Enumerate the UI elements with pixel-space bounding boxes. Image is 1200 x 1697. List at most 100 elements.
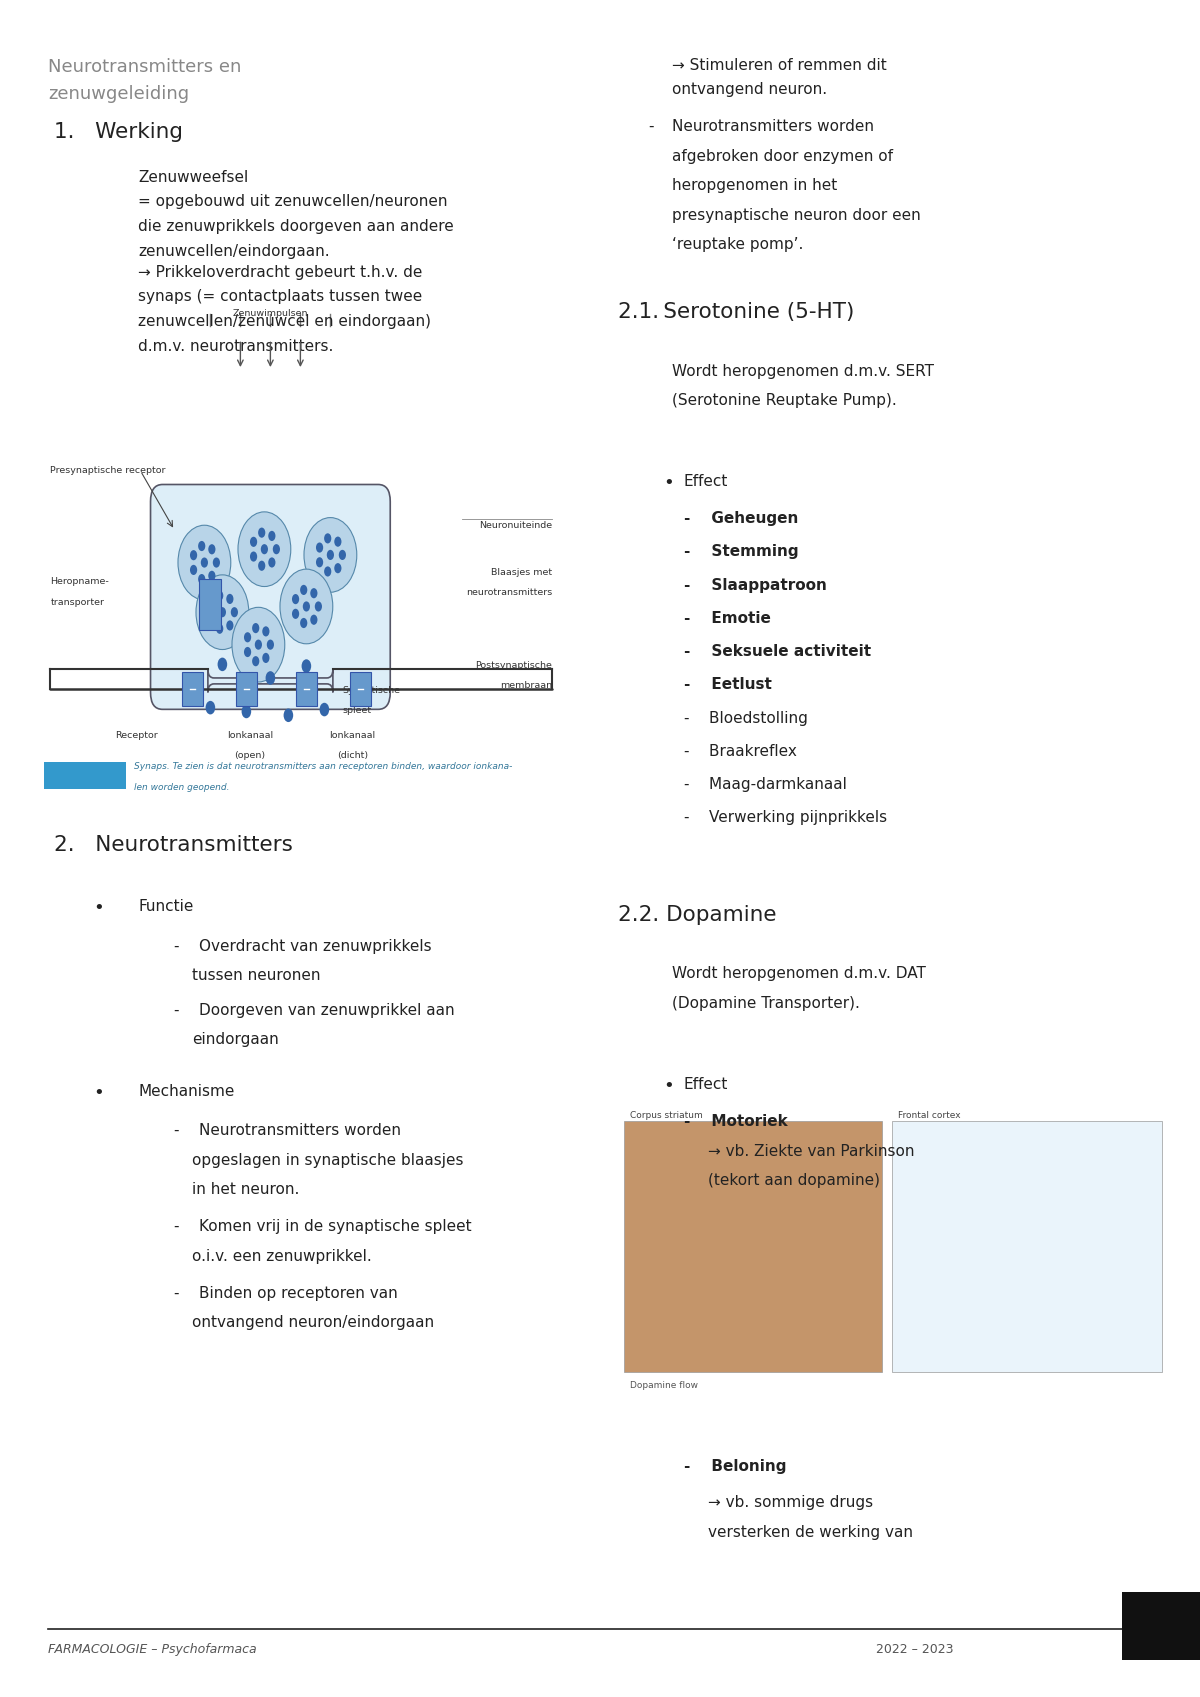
- Circle shape: [326, 550, 334, 560]
- Circle shape: [300, 585, 307, 596]
- Text: -    Geheugen: - Geheugen: [684, 511, 798, 526]
- Text: -    Beloning: - Beloning: [684, 1459, 786, 1473]
- Text: -: -: [648, 119, 654, 134]
- Circle shape: [208, 614, 215, 624]
- Circle shape: [205, 701, 215, 714]
- Circle shape: [200, 557, 208, 567]
- Text: 2.2. Dopamine: 2.2. Dopamine: [618, 905, 776, 925]
- FancyBboxPatch shape: [208, 670, 332, 692]
- Circle shape: [217, 658, 227, 672]
- Text: Ionkanaal: Ionkanaal: [227, 731, 272, 740]
- Circle shape: [250, 536, 257, 546]
- Circle shape: [209, 570, 216, 580]
- Text: tussen neuronen: tussen neuronen: [192, 969, 320, 983]
- FancyBboxPatch shape: [892, 1122, 1162, 1373]
- Text: d.m.v. neurotransmitters.: d.m.v. neurotransmitters.: [138, 339, 334, 353]
- Circle shape: [266, 640, 274, 650]
- Circle shape: [216, 591, 223, 601]
- Text: → Stimuleren of remmen dit: → Stimuleren of remmen dit: [672, 58, 887, 73]
- FancyBboxPatch shape: [349, 672, 371, 706]
- Text: -    Binden op receptoren van: - Binden op receptoren van: [174, 1286, 397, 1300]
- Text: Effect: Effect: [684, 1078, 728, 1093]
- Circle shape: [304, 518, 356, 592]
- Text: o.i.v. een zenuwprikkel.: o.i.v. een zenuwprikkel.: [192, 1249, 372, 1264]
- Text: Synaps. Te zien is dat neurotransmitters aan receptoren binden, waardoor ionkana: Synaps. Te zien is dat neurotransmitters…: [134, 762, 512, 770]
- Text: len worden geopend.: len worden geopend.: [134, 782, 230, 792]
- Text: ontvangend neuron/eindorgaan: ontvangend neuron/eindorgaan: [192, 1315, 434, 1330]
- Circle shape: [196, 575, 248, 650]
- Text: Neurotransmitters en: Neurotransmitters en: [48, 58, 241, 76]
- Circle shape: [283, 709, 293, 723]
- Text: Frontal cortex: Frontal cortex: [898, 1112, 960, 1120]
- Circle shape: [212, 557, 220, 567]
- Text: Zenuwweefsel: Zenuwweefsel: [138, 170, 248, 185]
- Text: afgebroken door enzymen of: afgebroken door enzymen of: [672, 149, 893, 163]
- Text: Wordt heropgenomen d.m.v. SERT: Wordt heropgenomen d.m.v. SERT: [672, 363, 934, 378]
- FancyBboxPatch shape: [44, 762, 126, 789]
- Text: -    Doorgeven van zenuwprikkel aan: - Doorgeven van zenuwprikkel aan: [174, 1003, 455, 1018]
- Text: 2.   Neurotransmitters: 2. Neurotransmitters: [54, 835, 293, 855]
- Circle shape: [227, 621, 234, 631]
- FancyBboxPatch shape: [235, 672, 257, 706]
- FancyBboxPatch shape: [199, 579, 221, 630]
- Circle shape: [244, 647, 251, 657]
- Text: 2022 – 2023: 2022 – 2023: [876, 1643, 954, 1656]
- Circle shape: [258, 560, 265, 570]
- Text: -    Braakreflex: - Braakreflex: [684, 743, 797, 759]
- Text: -    Seksuele activiteit: - Seksuele activiteit: [684, 645, 871, 658]
- Circle shape: [258, 528, 265, 538]
- Circle shape: [254, 640, 262, 650]
- Circle shape: [301, 660, 311, 674]
- Text: -    Slaappatroon: - Slaappatroon: [684, 577, 827, 592]
- Circle shape: [198, 574, 205, 584]
- Text: -    Motoriek: - Motoriek: [684, 1115, 787, 1129]
- Circle shape: [338, 550, 346, 560]
- FancyBboxPatch shape: [181, 672, 203, 706]
- Text: (Serotonine Reuptake Pump).: (Serotonine Reuptake Pump).: [672, 394, 896, 407]
- Text: Receptor: Receptor: [115, 731, 158, 740]
- Text: Presynaptische receptor: Presynaptische receptor: [50, 465, 166, 475]
- Text: -    Overdracht van zenuwprikkels: - Overdracht van zenuwprikkels: [174, 938, 432, 954]
- Text: Neurotransmitters worden: Neurotransmitters worden: [672, 119, 874, 134]
- Circle shape: [190, 550, 197, 560]
- Text: Corpus striatum: Corpus striatum: [630, 1112, 703, 1120]
- Text: heropgenomen in het: heropgenomen in het: [672, 178, 838, 193]
- Circle shape: [324, 533, 331, 543]
- Circle shape: [252, 657, 259, 667]
- Circle shape: [302, 601, 310, 611]
- Circle shape: [269, 531, 276, 541]
- Circle shape: [292, 594, 299, 604]
- Text: spleet: spleet: [342, 706, 372, 714]
- Text: presynaptische neuron door een: presynaptische neuron door een: [672, 207, 920, 222]
- Text: → vb. Ziekte van Parkinson: → vb. Ziekte van Parkinson: [708, 1144, 914, 1159]
- Text: ‘reuptake pomp’.: ‘reuptake pomp’.: [672, 238, 803, 253]
- Text: Functie: Functie: [138, 899, 193, 915]
- Text: -    Emotie: - Emotie: [684, 611, 770, 626]
- Text: membraan: membraan: [500, 680, 552, 689]
- Text: •: •: [94, 899, 104, 918]
- Text: -    Eetlust: - Eetlust: [684, 677, 772, 692]
- Circle shape: [218, 608, 226, 618]
- Text: transporter: transporter: [50, 597, 104, 608]
- Circle shape: [269, 557, 276, 567]
- Text: •: •: [664, 1078, 674, 1095]
- Circle shape: [335, 563, 342, 574]
- Text: -    Verwerking pijnprikkels: - Verwerking pijnprikkels: [684, 809, 887, 825]
- Text: -    Komen vrij in de synaptische spleet: - Komen vrij in de synaptische spleet: [174, 1218, 472, 1234]
- Text: neurotransmitters: neurotransmitters: [466, 587, 552, 597]
- Circle shape: [300, 618, 307, 628]
- Text: 1.   Werking: 1. Werking: [54, 122, 182, 143]
- Circle shape: [280, 568, 332, 643]
- Text: -    Bloedstolling: - Bloedstolling: [684, 711, 808, 726]
- Text: Zenuwimpulsen: Zenuwimpulsen: [233, 309, 308, 317]
- Circle shape: [335, 536, 342, 546]
- Text: Neuronuiteinde: Neuronuiteinde: [479, 521, 552, 529]
- Circle shape: [190, 565, 197, 575]
- Text: opgeslagen in synaptische blaasjes: opgeslagen in synaptische blaasjes: [192, 1152, 463, 1168]
- Text: Synaptische: Synaptische: [342, 687, 401, 696]
- Text: 2.1. Serotonine (5-HT): 2.1. Serotonine (5-HT): [618, 302, 854, 322]
- Circle shape: [263, 653, 270, 664]
- Text: zenuwgeleiding: zenuwgeleiding: [48, 85, 190, 104]
- Circle shape: [252, 623, 259, 633]
- Text: synaps (= contactplaats tussen twee: synaps (= contactplaats tussen twee: [138, 290, 422, 304]
